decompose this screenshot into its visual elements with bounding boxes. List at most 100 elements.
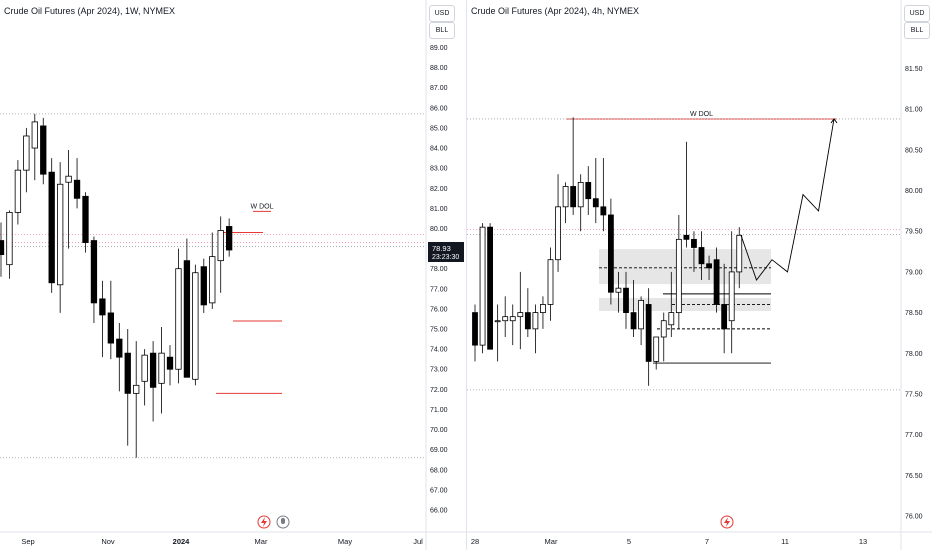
y-axis-tick-label: 73.00: [430, 367, 448, 374]
candle-body[interactable]: [57, 183, 64, 286]
four-hour-chart-canvas[interactable]: W DOL 81.50 81.00 80.50 80.00 79.50 79.00 78.50…: [467, 0, 932, 550]
currency-badge[interactable]: USD: [904, 5, 930, 22]
candle-body[interactable]: [577, 182, 584, 208]
currency-badge[interactable]: USD: [429, 5, 455, 22]
candle-body[interactable]: [600, 206, 607, 216]
y-axis-tick-label: 88.00: [430, 65, 448, 72]
candle-body[interactable]: [183, 260, 191, 378]
candle-body[interactable]: [728, 271, 735, 322]
candle-body[interactable]: [698, 247, 705, 265]
lightning-icon: [724, 517, 730, 527]
unit-badge[interactable]: BLL: [904, 22, 930, 39]
candle-body[interactable]: [736, 234, 743, 273]
candle-body[interactable]: [721, 304, 728, 330]
candle-body[interactable]: [532, 312, 539, 330]
candle-body[interactable]: [547, 259, 554, 305]
candle-body[interactable]: [73, 179, 81, 199]
y-axis-tick-label: 82.00: [430, 186, 448, 193]
candle-body[interactable]: [99, 298, 106, 316]
candle-body[interactable]: [124, 352, 131, 394]
candle-body[interactable]: [540, 304, 546, 313]
y-axis-tick-label: 81.50: [905, 66, 923, 73]
last-price-tag[interactable]: [428, 241, 464, 262]
candle-body[interactable]: [192, 272, 199, 380]
last-price-value: 78.93: [432, 244, 451, 253]
candle-body[interactable]: [217, 230, 224, 262]
four-hour-chart-title: Crude Oil Futures (Apr 2024), 4h, NYMEX: [471, 6, 640, 16]
four-hour-chart-panel[interactable]: W DOL 81.50 81.00 80.50 80.00 79.50 79.00 78.50…: [466, 0, 932, 550]
candle-body[interactable]: [509, 316, 516, 322]
candle-body[interactable]: [82, 195, 89, 243]
candle-body[interactable]: [472, 312, 478, 346]
y-axis-tick-label: 67.00: [430, 487, 448, 494]
candle-body[interactable]: [107, 312, 114, 344]
y-axis-tick-label: 80.50: [905, 147, 923, 154]
candle-body[interactable]: [90, 240, 98, 304]
candle-body[interactable]: [585, 182, 592, 200]
y-axis-tick-label: 74.00: [430, 347, 448, 354]
projection-arrow-icon: [830, 118, 838, 124]
candle-body[interactable]: [487, 226, 494, 350]
candle-body[interactable]: [660, 320, 667, 338]
candle-body[interactable]: [645, 304, 652, 362]
candle-body[interactable]: [517, 312, 524, 318]
y-axis-tick-label: 79.00: [905, 269, 923, 276]
zone-rectangle: [599, 249, 771, 285]
candle-body[interactable]: [141, 354, 148, 382]
candle-body[interactable]: [31, 121, 38, 149]
candle-body[interactable]: [607, 214, 614, 293]
candle-body[interactable]: [65, 175, 72, 183]
candle-body[interactable]: [40, 125, 47, 175]
weekly-chart-title: Crude Oil Futures (Apr 2024), 1W, NYMEX: [4, 6, 176, 16]
bulb-icon[interactable]: [276, 515, 290, 529]
candle-body[interactable]: [691, 238, 697, 248]
y-axis-tick-label: 84.00: [430, 146, 448, 153]
candle-body[interactable]: [494, 320, 501, 323]
candle-body[interactable]: [133, 384, 140, 394]
candle-body[interactable]: [615, 287, 622, 293]
candle-body[interactable]: [555, 206, 561, 261]
candle-body[interactable]: [592, 198, 599, 208]
y-axis-tick-label: 75.00: [430, 327, 448, 334]
candle-body[interactable]: [225, 226, 233, 251]
candle-body[interactable]: [479, 226, 486, 346]
candle-body[interactable]: [14, 169, 22, 213]
candle-body[interactable]: [502, 316, 509, 322]
candle-body[interactable]: [0, 240, 5, 256]
candle-body[interactable]: [653, 336, 660, 362]
candle-body[interactable]: [570, 186, 577, 208]
candle-body[interactable]: [668, 312, 675, 326]
candle-body[interactable]: [23, 135, 30, 171]
candle-body[interactable]: [200, 266, 207, 306]
unit-badge[interactable]: BLL: [429, 22, 455, 39]
lightning-icon[interactable]: [720, 515, 734, 529]
candle-body[interactable]: [6, 211, 13, 266]
candle-body[interactable]: [48, 171, 55, 284]
candle-body[interactable]: [675, 238, 682, 313]
candle-body[interactable]: [630, 312, 637, 330]
candle-body[interactable]: [149, 352, 157, 388]
y-axis-tick-label: 70.00: [430, 427, 448, 434]
candle-body[interactable]: [158, 352, 165, 384]
candle-body[interactable]: [638, 299, 645, 330]
weekly-chart-canvas[interactable]: W DOL 89.00 88.00 87.00 86.00 85.00 84.00 83.00…: [0, 0, 466, 550]
weekly-chart-panel[interactable]: W DOL 89.00 88.00 87.00 86.00 85.00 84.00 83.00…: [0, 0, 466, 550]
candle-body[interactable]: [683, 234, 690, 240]
candle-body[interactable]: [706, 263, 712, 269]
candle-body[interactable]: [175, 268, 182, 370]
candle-body[interactable]: [623, 287, 629, 313]
x-axis-tick-label: Mar: [255, 537, 268, 546]
y-axis-tick-label: 87.00: [430, 85, 448, 92]
candle-body[interactable]: [562, 186, 569, 208]
candle-body[interactable]: [713, 259, 720, 305]
candle-body[interactable]: [209, 256, 216, 304]
lightning-icon[interactable]: [257, 515, 271, 529]
projected-path[interactable]: [740, 118, 835, 281]
draw-on-liquidity-label: W DOL: [690, 111, 713, 118]
y-axis-tick-label: 79.50: [905, 229, 923, 236]
y-axis-tick-label: 76.00: [430, 306, 448, 313]
y-axis-tick-label: 78.00: [430, 266, 448, 273]
candle-body[interactable]: [116, 338, 123, 358]
candle-body[interactable]: [524, 312, 531, 330]
candle-body[interactable]: [166, 356, 174, 370]
